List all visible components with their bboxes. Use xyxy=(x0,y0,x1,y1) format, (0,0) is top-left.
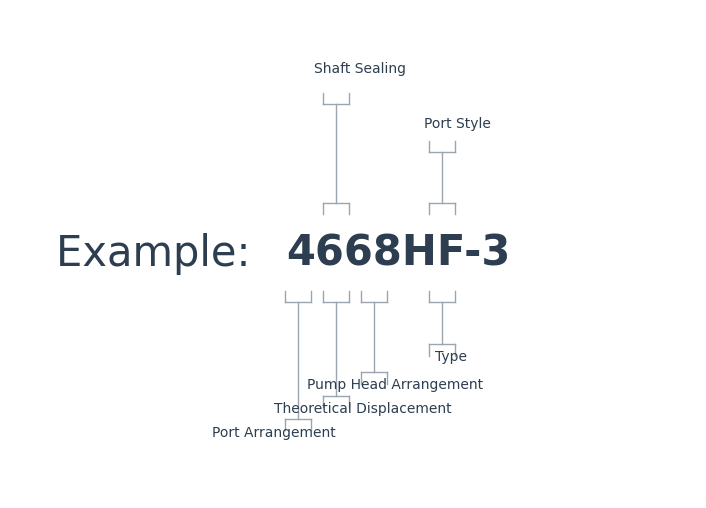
Text: Shaft Sealing: Shaft Sealing xyxy=(314,61,406,76)
Text: Port Arrangement: Port Arrangement xyxy=(212,426,335,440)
Text: Example:: Example: xyxy=(56,233,264,275)
Text: Theoretical Displacement: Theoretical Displacement xyxy=(274,402,452,416)
Text: Type: Type xyxy=(435,350,467,364)
Text: Pump Head Arrangement: Pump Head Arrangement xyxy=(307,378,483,392)
Text: Port Style: Port Style xyxy=(424,117,491,132)
Text: 4668HF-3: 4668HF-3 xyxy=(286,233,510,275)
